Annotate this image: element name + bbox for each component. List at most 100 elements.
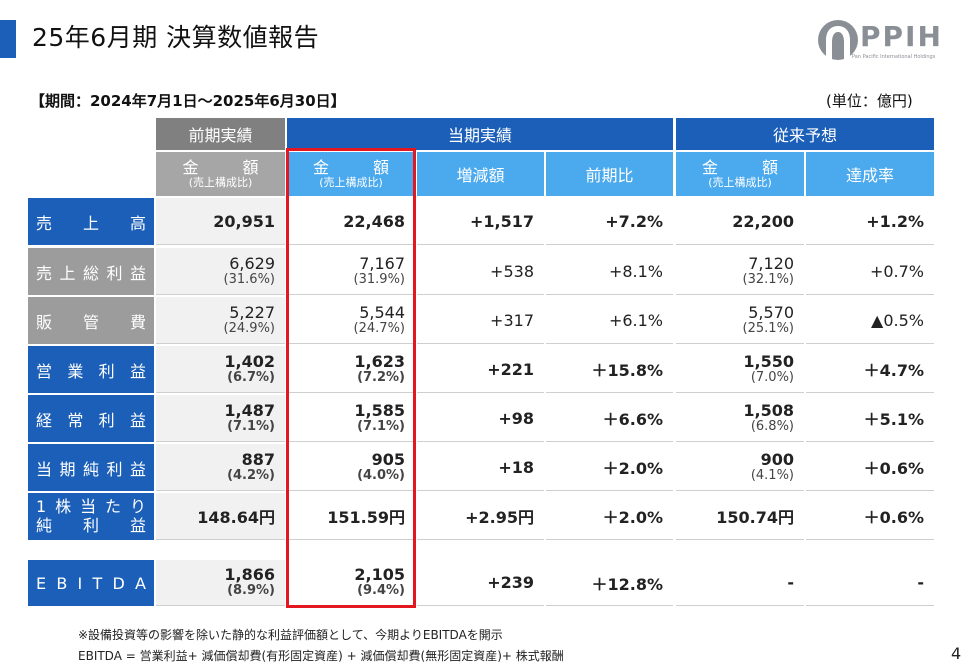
cell-value: 7,167 <box>359 253 405 273</box>
cell-value: 5,227 <box>229 302 275 322</box>
table-cell: 900 (4.1%) <box>676 444 804 491</box>
table-cell: 5,227 (24.9%) <box>156 297 285 344</box>
cell-value: 1,550 <box>743 351 794 371</box>
table-cell: 22,200 <box>676 198 804 245</box>
cell-ratio: (4.0%) <box>357 467 405 483</box>
amount-label: 金 額 <box>312 157 403 177</box>
row-label: 当期純利益 <box>28 444 154 491</box>
footnote-1: ※設備投資等の影響を除いた静的な利益評価額として、今期よりEBITDAを開示 <box>78 628 503 642</box>
cell-value: ＋2.0% <box>602 459 663 478</box>
table-cell: +18 <box>417 444 544 491</box>
cell-value: 1,623 <box>354 351 405 371</box>
cell-ratio: (31.6%) <box>223 271 275 287</box>
table-cell: ＋6.6% <box>546 395 673 442</box>
table-cell: 1,508 (6.8%) <box>676 395 804 442</box>
cell-value: 2,105 <box>354 565 405 585</box>
cell-ratio: (31.9%) <box>353 271 405 287</box>
amount-sublabel: (売上構成比) <box>188 175 253 189</box>
table-cell: +98 <box>417 395 544 442</box>
header-forecast: 従来予想 <box>676 118 934 150</box>
unit-label: (単位：億円) <box>826 92 913 110</box>
cell-value: +538 <box>490 261 534 281</box>
cell-value: 150.74円 <box>716 508 794 527</box>
cell-value: +0.7% <box>869 261 924 281</box>
cell-value: ＋2.0% <box>602 508 663 527</box>
table-cell: ＋2.0% <box>546 444 673 491</box>
cell-value: 905 <box>371 449 405 469</box>
cell-ratio: (8.9%) <box>227 583 275 599</box>
cell-value: ＋12.8% <box>591 574 663 594</box>
title-accent-bar <box>0 20 16 58</box>
cell-value: +1.2% <box>866 211 924 231</box>
cell-value: 5,544 <box>359 302 405 322</box>
table-cell: +0.7% <box>806 248 934 295</box>
logo-mark-icon <box>818 20 858 60</box>
cell-value: 6,629 <box>229 253 275 273</box>
table-cell: 20,951 <box>156 198 285 245</box>
cell-value: 1,866 <box>224 565 275 585</box>
cell-value: ＋6.6% <box>602 410 663 429</box>
cell-value: +8.1% <box>608 261 663 281</box>
cell-value: +18 <box>498 457 534 477</box>
cell-value: +7.2% <box>605 211 663 231</box>
cell-value: ＋0.6% <box>863 508 924 527</box>
period-label: 【期間：2024年7月1日～2025年6月30日】 <box>30 92 346 110</box>
page-title: 25年6月期 決算数値報告 <box>32 23 320 52</box>
cell-value: +2.95円 <box>465 508 534 527</box>
table-cell: 22,468 <box>287 198 415 245</box>
cell-value: 20,951 <box>213 211 275 231</box>
table-cell: +1.2% <box>806 198 934 245</box>
row-label: 売上高 <box>28 198 154 245</box>
subheader-change: 増減額 <box>417 152 544 196</box>
table-cell: 1,623 (7.2%) <box>287 346 415 393</box>
table-cell: 1,585 (7.1%) <box>287 395 415 442</box>
cell-ratio: (6.7%) <box>227 369 275 385</box>
table-cell: +2.95円 <box>417 493 544 540</box>
header-current-results: 当期実績 <box>287 118 673 150</box>
table-cell: 1,866 (8.9%) <box>156 560 285 606</box>
cell-value: ＋15.8% <box>591 361 663 380</box>
cell-value: 148.64円 <box>197 508 275 527</box>
cell-value: 22,468 <box>343 211 405 231</box>
table-cell: 1,487 (7.1%) <box>156 395 285 442</box>
cell-value: ＋4.7% <box>863 361 924 380</box>
table-cell: 148.64円 <box>156 493 285 540</box>
amount-label: 金 額 <box>701 157 792 177</box>
cell-value: 887 <box>241 449 275 469</box>
table-cell: 6,629 (31.6%) <box>156 248 285 295</box>
footnote-2: EBITDA = 営業利益+ 減価償却費(有形固定資産) + 減価償却費(無形固… <box>78 649 564 663</box>
cell-value: 1,508 <box>743 400 794 420</box>
cell-value: +1,517 <box>469 211 534 231</box>
cell-ratio: (4.2%) <box>227 467 275 483</box>
table-cell: 1,550 (7.0%) <box>676 346 804 393</box>
cell-value: 1,402 <box>224 351 275 371</box>
cell-value: +317 <box>490 310 534 330</box>
cell-ratio: (7.2%) <box>357 369 405 385</box>
cell-ratio: (32.1%) <box>742 271 794 287</box>
table-cell: 905 (4.0%) <box>287 444 415 491</box>
table-cell: 887 (4.2%) <box>156 444 285 491</box>
cell-value: 900 <box>760 449 794 469</box>
cell-value: ＋5.1% <box>863 410 924 429</box>
subheader-yoy: 前期比 <box>546 152 673 196</box>
cell-value: +239 <box>487 573 534 592</box>
cell-ratio: (9.4%) <box>357 583 405 599</box>
cell-value: 5,570 <box>748 302 794 322</box>
cell-value: - <box>787 573 794 592</box>
table-cell: ＋0.6% <box>806 444 934 491</box>
table-cell: +221 <box>417 346 544 393</box>
cell-ratio: (6.8%) <box>750 418 794 434</box>
page-number: 4 <box>951 644 962 663</box>
row-label: 売上総利益 <box>28 248 154 295</box>
row-label: 経常利益 <box>28 395 154 442</box>
cell-value: +98 <box>498 408 534 428</box>
table-cell: 7,120 (32.1%) <box>676 248 804 295</box>
cell-value: 1,487 <box>224 400 275 420</box>
table-cell: ＋12.8% <box>546 560 673 606</box>
table-cell: 1,402 (6.7%) <box>156 346 285 393</box>
table-cell: ＋4.7% <box>806 346 934 393</box>
table-cell: +317 <box>417 297 544 344</box>
subheader-cur-amount: 金 額 (売上構成比) <box>287 152 415 196</box>
